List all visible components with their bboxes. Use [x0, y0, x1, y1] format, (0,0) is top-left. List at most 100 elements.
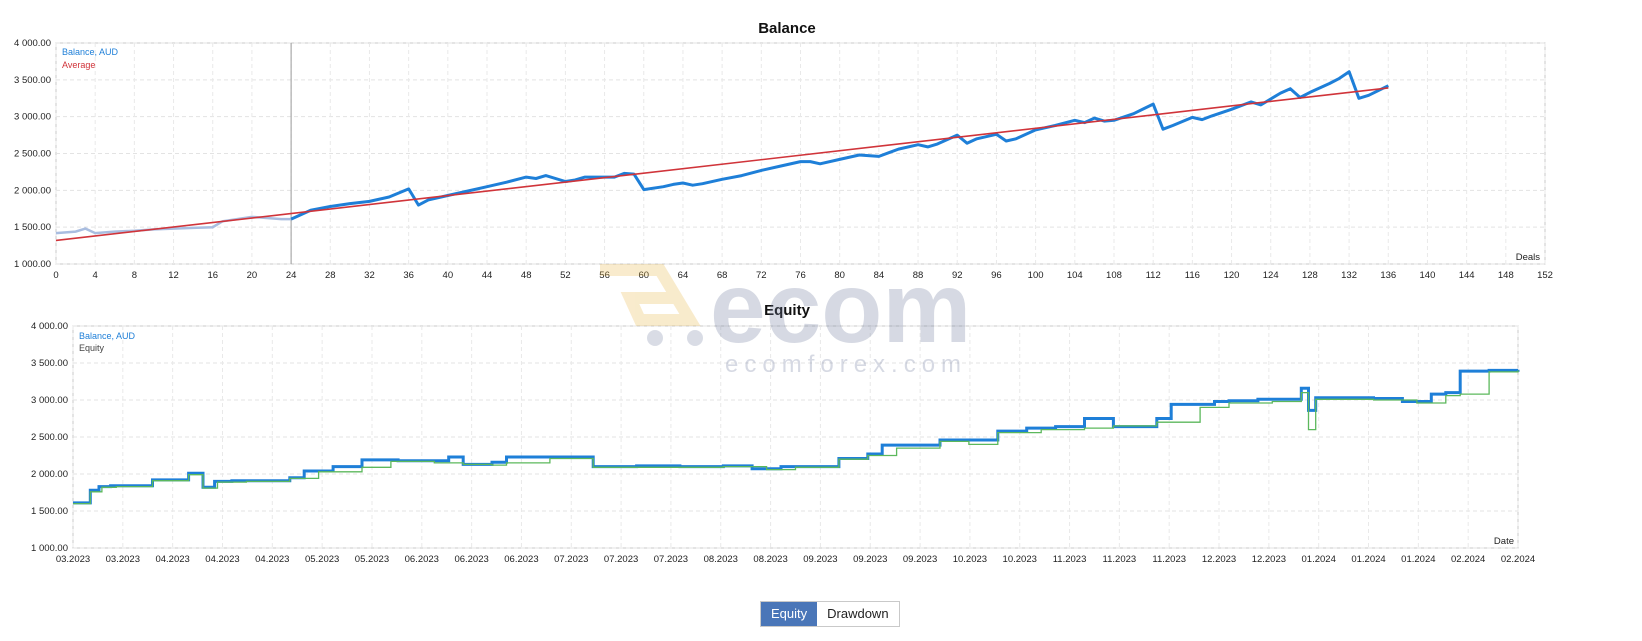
equity-xtick-label: 09.2023	[903, 554, 937, 565]
balance-xtick-label: 80	[834, 270, 845, 281]
balance-xtick-label: 140	[1420, 270, 1436, 281]
equity-xtick-label: 05.2023	[305, 554, 339, 565]
balance-xtick-label: 60	[638, 270, 649, 281]
balance-legend-average: Average	[62, 60, 95, 70]
equity-xtick-label: 11.2023	[1103, 554, 1137, 565]
equity-legend-equity: Equity	[79, 343, 105, 353]
balance-xtick-label: 116	[1185, 270, 1200, 281]
balance-xtick-label: 4	[93, 270, 98, 281]
balance-xtick-label: 88	[913, 270, 924, 281]
balance-xaxis-label: Deals	[1516, 252, 1541, 263]
equity-xtick-label: 10.2023	[1003, 554, 1037, 565]
equity-xtick-label: 03.2023	[56, 554, 90, 565]
equity-xtick-label: 06.2023	[454, 554, 488, 565]
balance-xtick-label: 76	[795, 270, 806, 281]
equity-xtick-label: 02.2024	[1451, 554, 1485, 565]
equity-xtick-label: 04.2023	[255, 554, 289, 565]
equity-xtick-label: 12.2023	[1252, 554, 1286, 565]
equity-xtick-label: 08.2023	[704, 554, 738, 565]
equity-xtick-label: 11.2023	[1053, 554, 1087, 565]
equity-xtick-label: 01.2024	[1302, 554, 1336, 565]
balance-xtick-label: 92	[952, 270, 963, 281]
tab-drawdown[interactable]: Drawdown	[817, 602, 899, 626]
balance-ytick-label: 3 500.00	[14, 75, 51, 86]
balance-xtick-label: 132	[1341, 270, 1357, 281]
balance-xtick-label: 112	[1146, 270, 1161, 281]
equity-legend-balance: Balance, AUD	[79, 331, 136, 341]
balance-xtick-label: 16	[207, 270, 218, 281]
balance-xtick-label: 48	[521, 270, 532, 281]
equity-xtick-label: 07.2023	[654, 554, 688, 565]
balance-xtick-label: 0	[53, 270, 58, 281]
balance-xtick-label: 100	[1028, 270, 1044, 281]
equity-ytick-label: 3 500.00	[31, 358, 68, 369]
balance-xtick-label: 20	[247, 270, 258, 281]
balance-ytick-label: 2 000.00	[14, 185, 51, 196]
equity-xtick-label: 08.2023	[753, 554, 787, 565]
chart-tabs: Equity Drawdown	[760, 601, 900, 627]
balance-xtick-label: 72	[756, 270, 767, 281]
equity-xtick-label: 06.2023	[405, 554, 439, 565]
equity-xtick-label: 10.2023	[953, 554, 987, 565]
balance-xtick-label: 108	[1106, 270, 1122, 281]
equity-xtick-label: 01.2024	[1401, 554, 1435, 565]
balance-chart: Balance 1 000.00 1 500.00 2 000.00 2 500.00…	[14, 20, 1553, 281]
equity-xtick-label: 09.2023	[853, 554, 887, 565]
balance-xtick-label: 120	[1224, 270, 1240, 281]
equity-ytick-label: 2 000.00	[31, 469, 68, 480]
balance-xtick-label: 148	[1498, 270, 1514, 281]
equity-ytick-label: 1 000.00	[31, 543, 68, 554]
equity-ytick-label: 2 500.00	[31, 432, 68, 443]
equity-xtick-label: 04.2023	[155, 554, 189, 565]
equity-ytick-label: 3 000.00	[31, 395, 68, 406]
balance-grid	[55, 42, 1546, 265]
equity-xaxis-label: Date	[1494, 536, 1514, 547]
balance-line	[290, 70, 1389, 221]
equity-grid	[72, 325, 1519, 549]
balance-xtick-label: 64	[678, 270, 689, 281]
equity-xtick-label: 09.2023	[803, 554, 837, 565]
balance-ytick-label: 1 500.00	[14, 222, 51, 233]
balance-xtick-label: 84	[874, 270, 885, 281]
balance-series	[55, 70, 1389, 242]
balance-chart-title: Balance	[758, 20, 816, 37]
balance-xtick-label: 32	[364, 270, 375, 281]
balance-xtick-label: 124	[1263, 270, 1279, 281]
balance-axes: 1 000.00 1 500.00 2 000.00 2 500.00 3 000.00…	[14, 38, 1553, 281]
balance-xtick-label: 36	[403, 270, 414, 281]
average-line	[55, 87, 1389, 242]
balance-xtick-label: 56	[599, 270, 610, 281]
balance-xtick-label: 128	[1302, 270, 1318, 281]
balance-ytick-label: 3 000.00	[14, 112, 51, 123]
balance-legend-balance: Balance, AUD	[62, 47, 119, 57]
balance-xtick-label: 12	[168, 270, 179, 281]
equity-xtick-label: 04.2023	[205, 554, 239, 565]
equity-line	[73, 370, 1519, 505]
equity-xtick-label: 03.2023	[106, 554, 140, 565]
balance-xtick-label: 28	[325, 270, 336, 281]
equity-ytick-label: 1 500.00	[31, 506, 68, 517]
equity-chart: Equity 1 000.00 1 500.00 2 000.00 2 500.00 3…	[31, 302, 1535, 565]
balance-ytick-label: 1 000.00	[14, 259, 51, 270]
balance-xtick-label: 68	[717, 270, 728, 281]
balance-xtick-label: 24	[286, 270, 297, 281]
balance-ytick-label: 4 000.00	[14, 38, 51, 49]
balance-line-history	[55, 215, 292, 235]
equity-series	[73, 368, 1520, 505]
tab-equity[interactable]: Equity	[761, 602, 818, 626]
equity-xtick-label: 02.2024	[1501, 554, 1535, 565]
balance-xtick-label: 152	[1537, 270, 1553, 281]
balance-xtick-label: 44	[482, 270, 493, 281]
equity-axes: 1 000.00 1 500.00 2 000.00 2 500.00 3 000.00…	[31, 321, 1535, 565]
equity-xtick-label: 06.2023	[504, 554, 538, 565]
balance-xtick-label: 40	[443, 270, 454, 281]
equity-xtick-label: 12.2023	[1202, 554, 1236, 565]
balance-xtick-label: 144	[1459, 270, 1475, 281]
equity-ytick-label: 4 000.00	[31, 321, 68, 332]
balance-xtick-label: 96	[991, 270, 1002, 281]
balance-ytick-label: 2 500.00	[14, 149, 51, 160]
equity-xtick-label: 11.2023	[1152, 554, 1186, 565]
equity-balance-line	[73, 368, 1520, 505]
equity-xtick-label: 01.2024	[1351, 554, 1385, 565]
balance-xtick-label: 52	[560, 270, 571, 281]
